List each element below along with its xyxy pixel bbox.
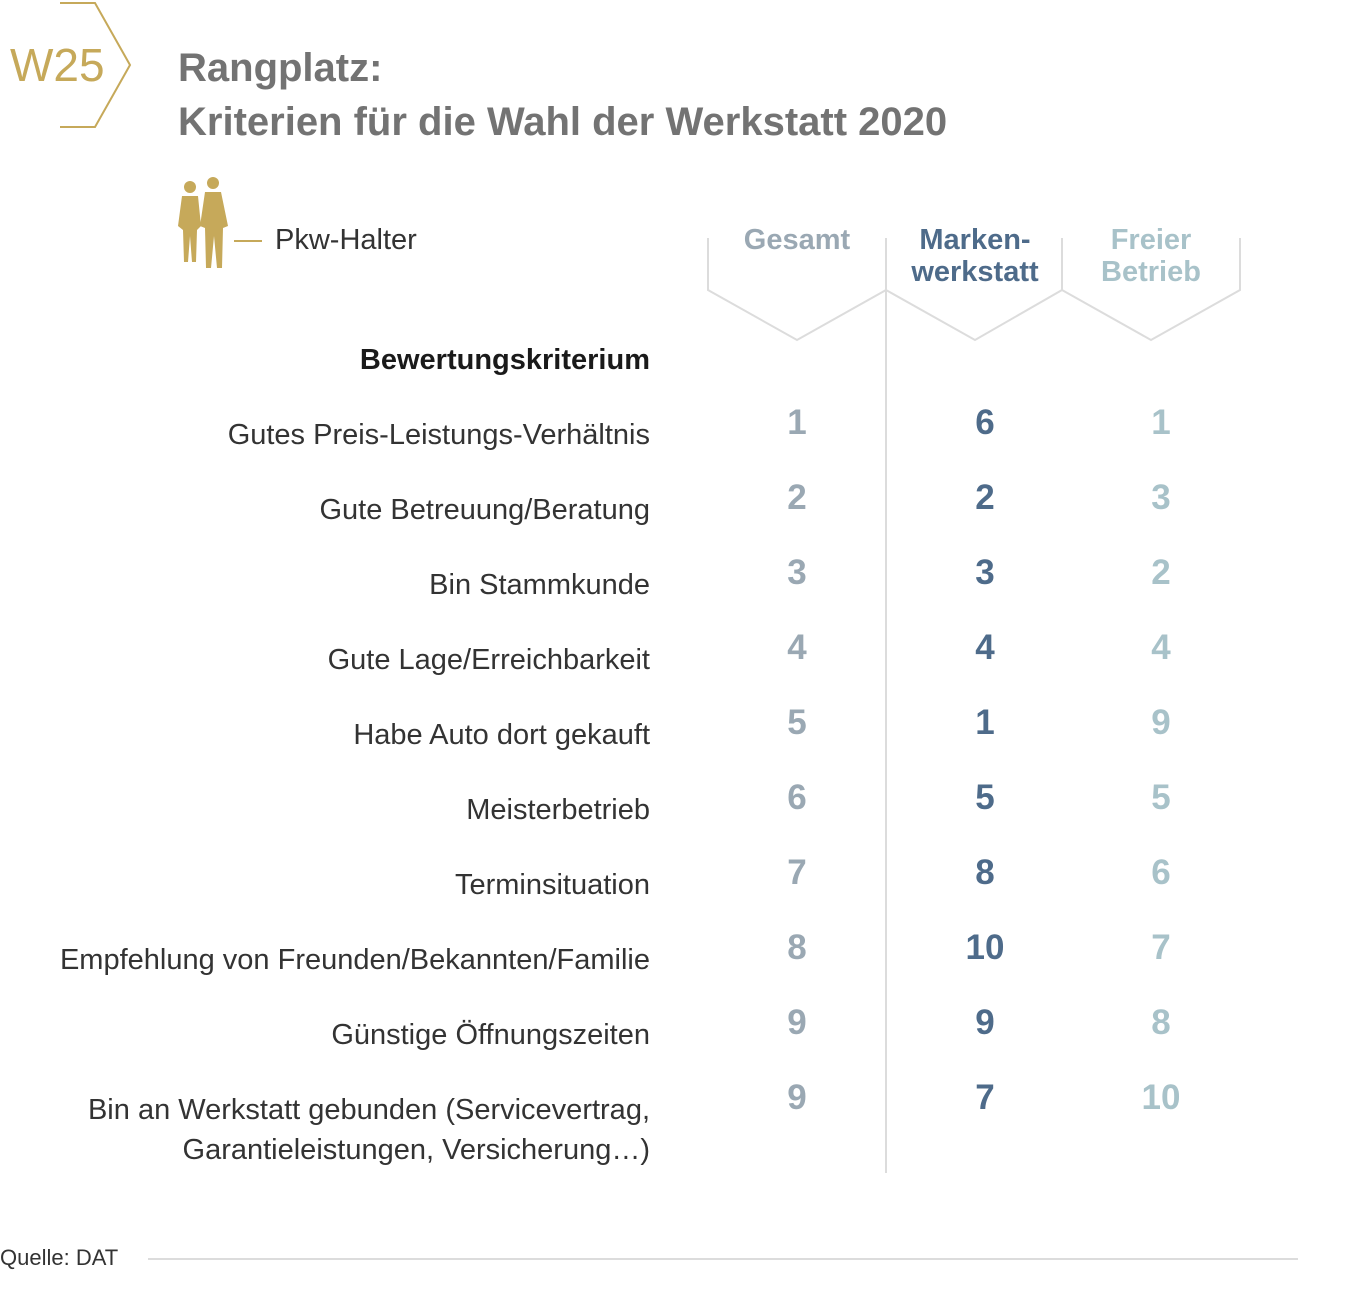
- criterion-line: Habe Auto dort gekauft: [353, 719, 650, 751]
- rank-freier_betrieb: 1: [1151, 403, 1171, 442]
- table-row-criterion: Günstige Öffnungszeiten: [0, 1015, 650, 1055]
- rank-markenwerkstatt: 6: [975, 403, 995, 442]
- rank-gesamt: 9: [787, 1003, 807, 1042]
- rank-markenwerkstatt: 9: [975, 1003, 995, 1042]
- rank-gesamt: 8: [787, 928, 807, 967]
- criterion-line: Gute Lage/Erreichbarkeit: [327, 644, 650, 676]
- table-row-criterion: Bin Stammkunde: [0, 565, 650, 605]
- criterion-line: Bin Stammkunde: [429, 569, 650, 601]
- column-header-markenwerkstatt: Marken- werkstatt: [886, 224, 1064, 288]
- rank-markenwerkstatt: 2: [975, 478, 995, 517]
- rank-freier_betrieb: 7: [1151, 928, 1171, 967]
- rank-markenwerkstatt: 3: [975, 553, 995, 592]
- criterion-line: Gutes Preis-Leistungs-Verhältnis: [227, 419, 650, 451]
- column-header-freier-betrieb: Freier Betrieb: [1062, 224, 1240, 288]
- rank-freier_betrieb: 3: [1151, 478, 1171, 517]
- rank-markenwerkstatt: 1: [975, 703, 995, 742]
- badge-label: W25: [10, 39, 105, 91]
- header-chevron-frei: [1061, 238, 1241, 342]
- column-header-line: Gesamt: [743, 224, 851, 256]
- criterion-line: Garantieleistungen, Versicherung…): [182, 1134, 650, 1166]
- rank-gesamt: 1: [787, 403, 807, 442]
- rank-freier_betrieb: 4: [1151, 628, 1171, 667]
- rank-freier_betrieb: 2: [1151, 553, 1171, 592]
- table-row-criterion: Habe Auto dort gekauft: [0, 715, 650, 755]
- people-silhouette-icon: [178, 177, 228, 268]
- chart-title-line1: Rangplatz:: [178, 46, 383, 90]
- source-note: Quelle: DAT: [0, 1245, 119, 1270]
- badge-chevron-icon: [60, 2, 132, 128]
- criterion-line: Empfehlung von Freunden/Bekannten/Famili…: [59, 944, 650, 976]
- column-header-line: Freier: [1110, 224, 1192, 256]
- criterion-line: Bin an Werkstatt gebunden (Servicevertra…: [87, 1094, 650, 1126]
- chart-title-line2: Kriterien für die Wahl der Werkstatt 202…: [178, 100, 948, 144]
- rank-gesamt: 7: [787, 853, 807, 892]
- column-header-line: Betrieb: [1101, 256, 1201, 288]
- criterion-line: Terminsituation: [454, 869, 650, 901]
- rank-gesamt: 4: [787, 628, 807, 667]
- column-header-line: werkstatt: [911, 256, 1039, 288]
- rank-freier_betrieb: 5: [1151, 778, 1171, 817]
- criterion-line: Gute Betreuung/Beratung: [319, 494, 650, 526]
- table-row-criterion: Empfehlung von Freunden/Bekannten/Famili…: [0, 940, 650, 980]
- rank-markenwerkstatt: 10: [965, 928, 1005, 967]
- table-row-criterion: Gute Betreuung/Beratung: [0, 490, 650, 530]
- rank-gesamt: 2: [787, 478, 807, 517]
- rank-markenwerkstatt: 7: [975, 1078, 995, 1117]
- rank-markenwerkstatt: 5: [975, 778, 995, 817]
- rank-gesamt: 5: [787, 703, 807, 742]
- table-row-criterion: Gute Lage/Erreichbarkeit: [0, 640, 650, 680]
- rank-freier_betrieb: 9: [1151, 703, 1171, 742]
- column-header-gesamt: Gesamt: [708, 224, 886, 256]
- rank-freier_betrieb: 10: [1141, 1078, 1181, 1117]
- table-row-criterion: Meisterbetrieb: [0, 790, 650, 830]
- table-row-criterion: Gutes Preis-Leistungs-Verhältnis: [0, 415, 650, 455]
- rank-gesamt: 3: [787, 553, 807, 592]
- row-header-criterion: Bewertungskriterium: [359, 344, 650, 376]
- rank-freier_betrieb: 8: [1151, 1003, 1171, 1042]
- criterion-line: Meisterbetrieb: [466, 794, 650, 826]
- rank-markenwerkstatt: 8: [975, 853, 995, 892]
- rank-markenwerkstatt: 4: [975, 628, 995, 667]
- legend-label: Pkw-Halter: [275, 224, 417, 256]
- table-row-criterion: Terminsituation: [0, 865, 650, 905]
- column-header-line: Marken-: [919, 224, 1031, 256]
- header-chevron-gesamt: [707, 238, 887, 342]
- criterion-line: Günstige Öffnungszeiten: [331, 1019, 650, 1051]
- table-row-criterion: Bin an Werkstatt gebunden (Servicevertra…: [0, 1090, 650, 1170]
- rank-gesamt: 9: [787, 1078, 807, 1117]
- header-chevron-marken: [885, 238, 1063, 342]
- rank-freier_betrieb: 6: [1151, 853, 1171, 892]
- rank-gesamt: 6: [787, 778, 807, 817]
